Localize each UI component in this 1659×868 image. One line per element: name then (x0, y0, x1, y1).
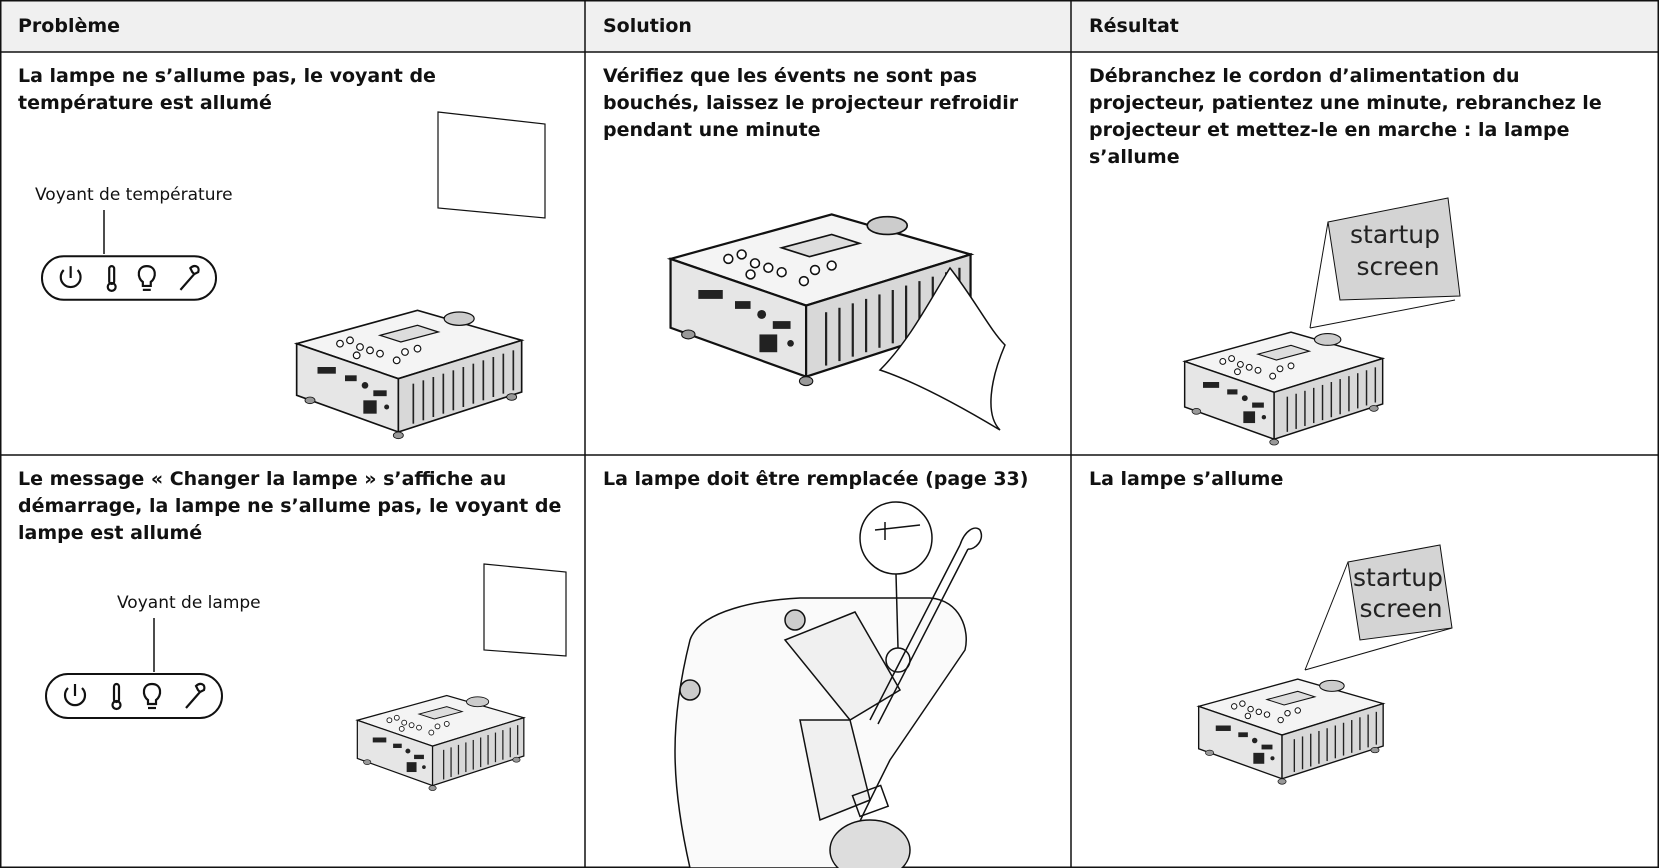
cell-text: Débranchez le cordon d’alimentation du p… (1089, 65, 1602, 168)
illustration-startup-2: startup screen (1197, 544, 1453, 786)
screen-text: startup (1350, 220, 1440, 249)
header-cell: Solution (603, 14, 692, 37)
illustration-startup-1: startup screen (1183, 197, 1461, 446)
cell-text: Le message « Changer la lampe » s’affich… (18, 468, 562, 544)
illustration-lamp-replace (674, 501, 982, 868)
cell-text: Vérifiez que les évents ne sont pas bouc… (603, 65, 1019, 141)
illustration-vents (669, 213, 1006, 431)
header-cell: Résultat (1089, 14, 1179, 37)
screen-text: screen (1359, 594, 1442, 623)
header-cell: Problème (18, 14, 121, 37)
cell-text: La lampe doit être remplacée (page 33) (603, 468, 1029, 490)
cell-text: La lampe ne s’allume pas, le voyant de t… (18, 65, 436, 114)
illustration-temp-led: Voyant de température (35, 111, 546, 440)
cell-text: La lampe s’allume (1089, 468, 1284, 490)
screen-text: startup (1353, 563, 1443, 592)
caption: Voyant de température (35, 185, 233, 205)
illustration-lamp-led: Voyant de lampe (44, 563, 567, 792)
screen-text: screen (1356, 252, 1439, 281)
caption: Voyant de lampe (117, 593, 261, 613)
